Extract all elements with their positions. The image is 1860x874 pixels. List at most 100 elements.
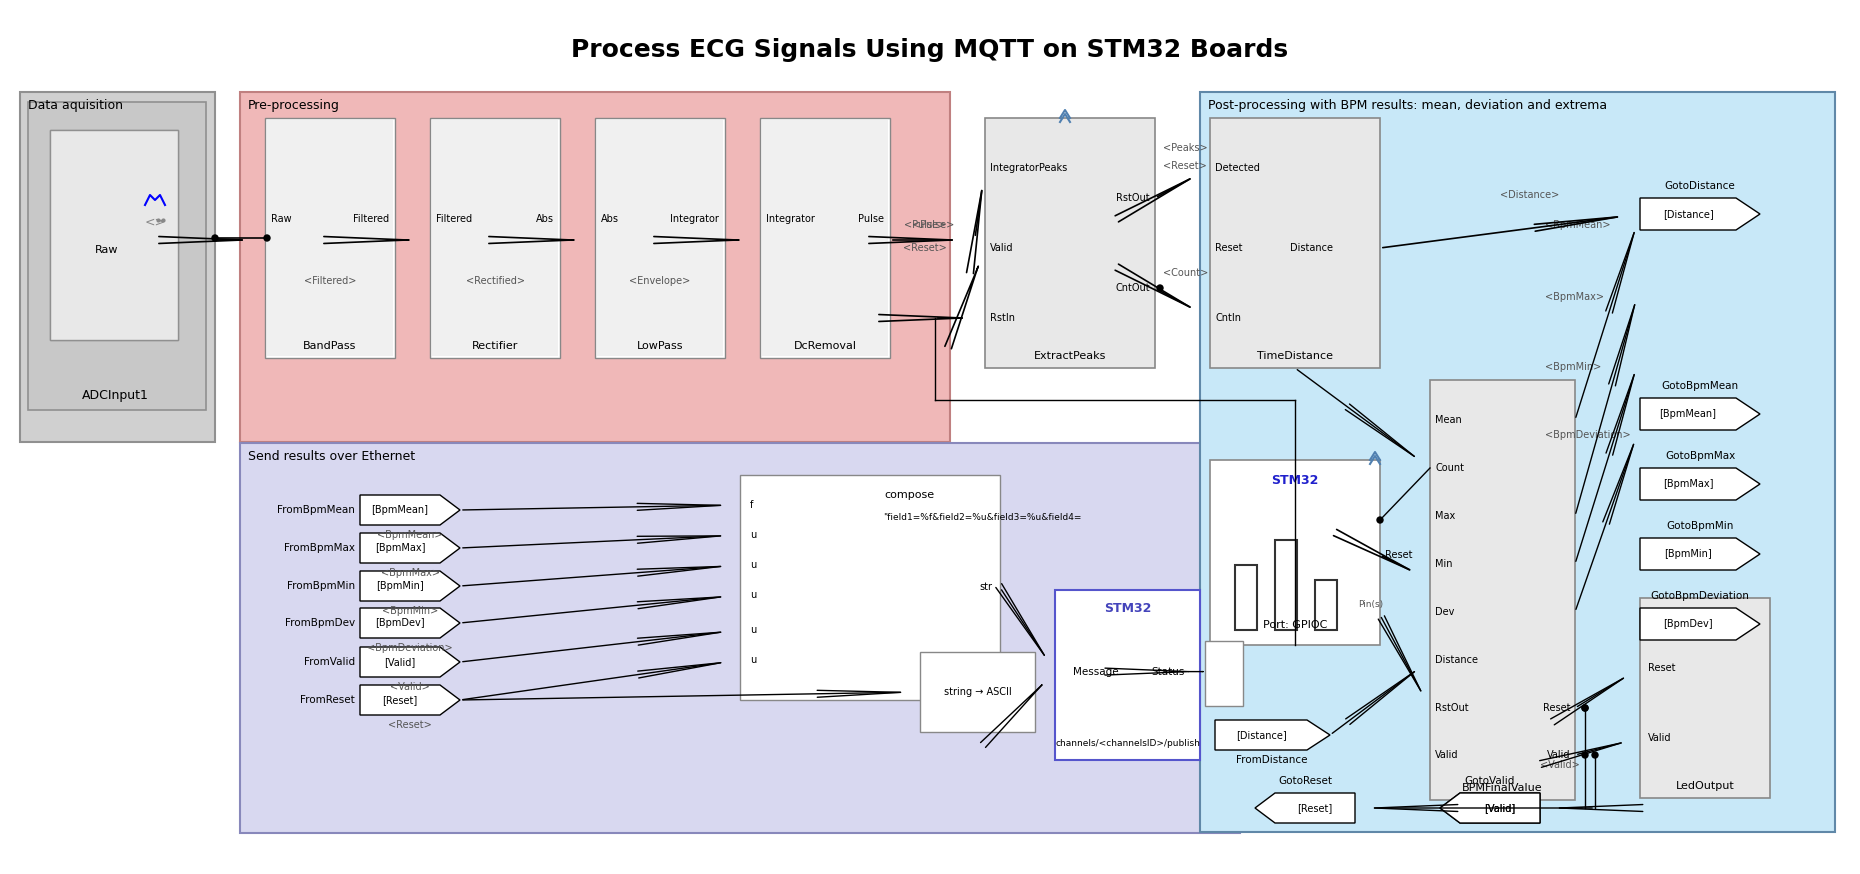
Bar <box>1235 565 1257 630</box>
Text: <BpmDeviation>: <BpmDeviation> <box>366 643 452 653</box>
Text: <Reset>: <Reset> <box>1162 161 1207 171</box>
Text: f: f <box>750 500 753 510</box>
Text: Distance: Distance <box>1291 243 1334 253</box>
Bar <box>1205 641 1242 706</box>
Text: [BpmDev]: [BpmDev] <box>376 618 424 628</box>
Bar <box>1315 580 1337 630</box>
Circle shape <box>1592 752 1598 758</box>
Text: Valid: Valid <box>1546 750 1570 760</box>
Text: compose: compose <box>884 490 934 500</box>
Circle shape <box>1583 752 1588 758</box>
Text: Pre-processing: Pre-processing <box>247 100 340 113</box>
Text: Dev: Dev <box>1436 607 1455 617</box>
Text: <Reset>: <Reset> <box>389 720 432 730</box>
Text: [BpmMean]: [BpmMean] <box>1659 409 1717 419</box>
Bar <box>264 118 394 358</box>
Text: Detected: Detected <box>1215 163 1259 173</box>
Bar <box>1055 590 1200 760</box>
Text: [BpmMin]: [BpmMin] <box>376 581 424 591</box>
Text: TimeDistance: TimeDistance <box>1257 351 1334 361</box>
Text: LedOutput: LedOutput <box>1676 781 1734 791</box>
Text: ExtractPeaks: ExtractPeaks <box>1034 351 1107 361</box>
Text: <Distance>: <Distance> <box>1501 190 1561 200</box>
Text: Count: Count <box>1436 463 1464 473</box>
Text: BPMFinalValue: BPMFinalValue <box>1462 783 1542 793</box>
Text: u: u <box>750 625 757 635</box>
Circle shape <box>212 235 218 241</box>
Text: Valid: Valid <box>990 243 1014 253</box>
Text: FromBpmMean: FromBpmMean <box>277 505 355 515</box>
Text: STM32: STM32 <box>1272 474 1319 487</box>
Text: [BpmDev]: [BpmDev] <box>1663 619 1713 629</box>
Text: Reset: Reset <box>1215 243 1242 253</box>
Text: <BpmMin>: <BpmMin> <box>1546 362 1601 372</box>
Polygon shape <box>1215 720 1330 750</box>
Bar <box>240 92 950 442</box>
Text: Min: Min <box>1436 559 1453 569</box>
Text: <Reset>: <Reset> <box>904 243 947 253</box>
Text: <Rectified>: <Rectified> <box>465 276 525 286</box>
Text: <BpmMax>: <BpmMax> <box>1546 292 1603 302</box>
Text: [Distance]: [Distance] <box>1663 209 1713 219</box>
Text: Max: Max <box>1436 511 1455 521</box>
Bar <box>20 92 216 442</box>
Text: [Valid]: [Valid] <box>1484 803 1516 813</box>
Text: IntegratorPeaks: IntegratorPeaks <box>990 163 1068 173</box>
Polygon shape <box>361 685 459 715</box>
Bar <box>430 118 560 358</box>
Text: Raw: Raw <box>95 245 119 255</box>
Text: Rectifier: Rectifier <box>472 341 519 351</box>
Text: Distance: Distance <box>1436 655 1479 665</box>
Text: u: u <box>750 530 757 540</box>
Text: BandPass: BandPass <box>303 341 357 351</box>
Text: CntIn: CntIn <box>1215 313 1241 323</box>
Circle shape <box>1376 517 1384 523</box>
Text: GotoDistance: GotoDistance <box>1665 181 1735 191</box>
Text: Mean: Mean <box>1436 415 1462 425</box>
Bar <box>1430 380 1575 800</box>
Text: Reset: Reset <box>1386 550 1412 560</box>
Text: RstOut: RstOut <box>1436 703 1469 713</box>
Text: Integrator: Integrator <box>670 214 720 224</box>
Bar <box>595 118 725 358</box>
Text: <BpmMean>: <BpmMean> <box>1546 220 1611 230</box>
Text: Pulse: Pulse <box>857 214 884 224</box>
Bar <box>50 130 179 340</box>
Polygon shape <box>1440 793 1540 823</box>
Text: u: u <box>750 655 757 665</box>
Text: Valid: Valid <box>1648 733 1672 743</box>
Text: [Valid]: [Valid] <box>385 657 415 667</box>
Text: <Valid>: <Valid> <box>391 682 430 692</box>
Bar <box>921 652 1034 732</box>
Polygon shape <box>361 647 459 677</box>
Text: <BpmMean>: <BpmMean> <box>378 530 443 540</box>
Text: [BpmMax]: [BpmMax] <box>1663 479 1713 489</box>
Text: [BpmMean]: [BpmMean] <box>372 505 428 515</box>
Text: GotoBpmMean: GotoBpmMean <box>1661 381 1739 391</box>
Bar <box>1211 460 1380 645</box>
Text: [Valid]: [Valid] <box>1484 803 1516 813</box>
Bar <box>740 475 1001 700</box>
Bar <box>1274 540 1296 630</box>
Circle shape <box>264 235 270 241</box>
Text: [Reset]: [Reset] <box>1298 803 1332 813</box>
Circle shape <box>1157 285 1162 291</box>
Text: <BpmDeviation>: <BpmDeviation> <box>1546 430 1631 440</box>
Text: STM32: STM32 <box>1103 601 1151 614</box>
Text: Data aquisition: Data aquisition <box>28 100 123 113</box>
Polygon shape <box>1641 468 1760 500</box>
Text: Port: GPIOC: Port: GPIOC <box>1263 620 1328 630</box>
Text: RstOut: RstOut <box>1116 193 1149 203</box>
Circle shape <box>1583 705 1588 711</box>
Text: "field1=%f&field2=%u&field3=%u&field4=: "field1=%f&field2=%u&field3=%u&field4= <box>884 512 1081 522</box>
Bar <box>1200 92 1836 832</box>
Text: Raw: Raw <box>272 214 292 224</box>
Text: Status: Status <box>1151 667 1185 676</box>
Text: <BpmMin>: <BpmMin> <box>381 606 439 616</box>
Text: <BpmMax>: <BpmMax> <box>381 568 439 578</box>
Bar <box>1641 598 1771 798</box>
Text: Process ECG Signals Using MQTT on STM32 Boards: Process ECG Signals Using MQTT on STM32 … <box>571 38 1289 62</box>
Text: [Reset]: [Reset] <box>383 695 418 705</box>
Polygon shape <box>1641 398 1760 430</box>
Circle shape <box>1583 705 1588 711</box>
